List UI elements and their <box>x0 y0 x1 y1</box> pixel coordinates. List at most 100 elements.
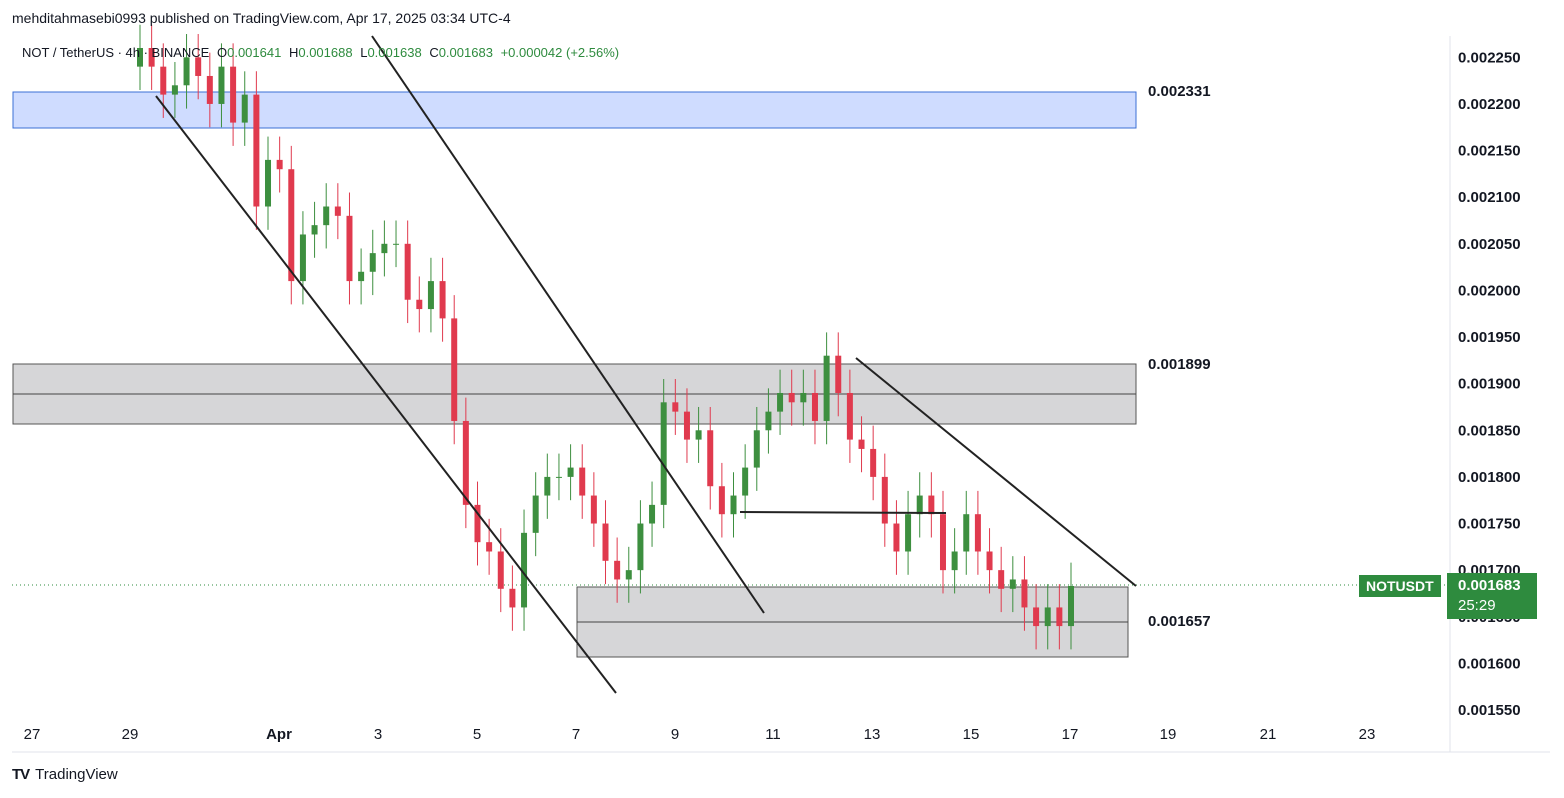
last-price-tag: 0.001683 25:29 <box>1447 573 1537 619</box>
candle-down[interactable] <box>602 523 609 561</box>
candle-up[interactable] <box>730 495 737 515</box>
candle-up[interactable] <box>137 48 143 67</box>
candle-down[interactable] <box>590 495 597 524</box>
low-label: L <box>360 45 368 60</box>
resistance-zone-blue[interactable] <box>12 91 1137 129</box>
price-axis[interactable]: 0.0015500.0016000.0016500.0017000.001750… <box>1458 49 1521 719</box>
candle-up[interactable] <box>951 551 958 571</box>
candle-down[interactable] <box>707 430 714 487</box>
symbol-pair[interactable]: NOT / TetherUS · 4h · BINANCE <box>22 45 210 60</box>
candle-down[interactable] <box>672 402 679 412</box>
candle-down[interactable] <box>683 411 690 440</box>
candle-up[interactable] <box>742 467 749 496</box>
candle-down[interactable] <box>614 560 621 580</box>
close-label: C <box>429 45 439 60</box>
candle-down[interactable] <box>439 281 446 319</box>
descending-trendline[interactable] <box>855 357 1137 587</box>
candle-down[interactable] <box>253 94 260 207</box>
candle-up[interactable] <box>765 411 772 431</box>
candle-down[interactable] <box>334 206 341 216</box>
candle-up[interactable] <box>544 476 551 496</box>
candle-down[interactable] <box>404 243 411 300</box>
time-tick-label: 15 <box>963 726 980 743</box>
candle-down[interactable] <box>881 476 888 524</box>
candle-up[interactable] <box>555 476 562 478</box>
candle-up[interactable] <box>649 504 656 524</box>
candle-up[interactable] <box>800 392 807 403</box>
candle-down[interactable] <box>1033 607 1040 627</box>
price-tick-label: 0.001550 <box>1458 702 1521 719</box>
candle-down[interactable] <box>835 355 842 393</box>
candle-up[interactable] <box>241 94 248 123</box>
candle-up[interactable] <box>625 570 632 580</box>
candle-up[interactable] <box>567 467 574 477</box>
candle-up[interactable] <box>1044 607 1051 627</box>
candle-down[interactable] <box>928 495 935 515</box>
candle-up[interactable] <box>427 281 434 310</box>
candle-down[interactable] <box>811 392 818 421</box>
candle-up[interactable] <box>916 495 923 515</box>
candle-down[interactable] <box>858 439 865 449</box>
candle-up[interactable] <box>1009 579 1016 589</box>
candle-down[interactable] <box>462 420 469 505</box>
open-value: 0.001641 <box>227 45 282 60</box>
candle-down[interactable] <box>509 588 516 608</box>
horizontal-neckline[interactable] <box>739 511 947 514</box>
candle-down[interactable] <box>346 215 353 282</box>
candle-down[interactable] <box>195 57 202 76</box>
candle-up[interactable] <box>905 514 912 552</box>
candle-up[interactable] <box>171 85 178 95</box>
candle-up[interactable] <box>1068 585 1074 627</box>
candle-down[interactable] <box>846 392 853 440</box>
candle-up[interactable] <box>381 243 388 254</box>
level-label-support: 0.001657 <box>1148 613 1211 630</box>
high-label: H <box>288 45 299 60</box>
candle-up[interactable] <box>311 225 318 235</box>
candle-up[interactable] <box>265 159 272 207</box>
candle-up[interactable] <box>753 430 760 468</box>
candle-up[interactable] <box>369 253 376 272</box>
candle-down[interactable] <box>206 75 213 104</box>
candle-down[interactable] <box>230 66 237 123</box>
tradingview-logo[interactable]: TV TradingView <box>12 766 118 783</box>
candle-down[interactable] <box>416 299 423 310</box>
candle-down[interactable] <box>986 551 993 571</box>
candle-down[interactable] <box>788 392 795 403</box>
candle-down[interactable] <box>1021 579 1028 608</box>
channel-upper-trendline[interactable] <box>371 35 765 614</box>
candle-down[interactable] <box>870 448 877 477</box>
candle-up[interactable] <box>823 355 830 421</box>
candle-down[interactable] <box>451 318 458 421</box>
candle-down[interactable] <box>893 523 900 552</box>
candle-down[interactable] <box>160 66 167 95</box>
candle-down[interactable] <box>939 514 946 571</box>
candle-up[interactable] <box>660 402 667 505</box>
candle-up[interactable] <box>323 206 330 226</box>
candle-down[interactable] <box>718 486 725 515</box>
candle-up[interactable] <box>299 234 306 282</box>
candle-up[interactable] <box>695 430 702 440</box>
candle-down[interactable] <box>998 570 1005 589</box>
candle-up[interactable] <box>777 392 784 412</box>
candle-down[interactable] <box>1056 607 1063 627</box>
candle-down[interactable] <box>486 542 493 552</box>
channel-lower-trendline[interactable] <box>155 95 617 694</box>
candle-down[interactable] <box>579 467 586 496</box>
symbol-info-line: NOT / TetherUS · 4h · BINANCE O0.001641 … <box>22 45 623 60</box>
candle-down[interactable] <box>148 48 155 67</box>
candle-up[interactable] <box>521 532 528 608</box>
candle-up[interactable] <box>393 243 400 245</box>
candle-up[interactable] <box>963 514 970 552</box>
candle-up[interactable] <box>637 523 644 571</box>
candle-up[interactable] <box>183 57 190 86</box>
time-axis[interactable]: 27 29 Apr 3 5 7 9 11 13 15 17 19 21 23 <box>24 726 1376 743</box>
candle-down[interactable] <box>497 551 504 589</box>
candle-down[interactable] <box>474 504 481 543</box>
candle-down[interactable] <box>974 514 981 552</box>
candle-down[interactable] <box>276 159 283 170</box>
candle-down[interactable] <box>288 169 295 282</box>
candle-up[interactable] <box>532 495 539 533</box>
candle-up[interactable] <box>218 66 225 104</box>
candle-up[interactable] <box>358 271 365 282</box>
